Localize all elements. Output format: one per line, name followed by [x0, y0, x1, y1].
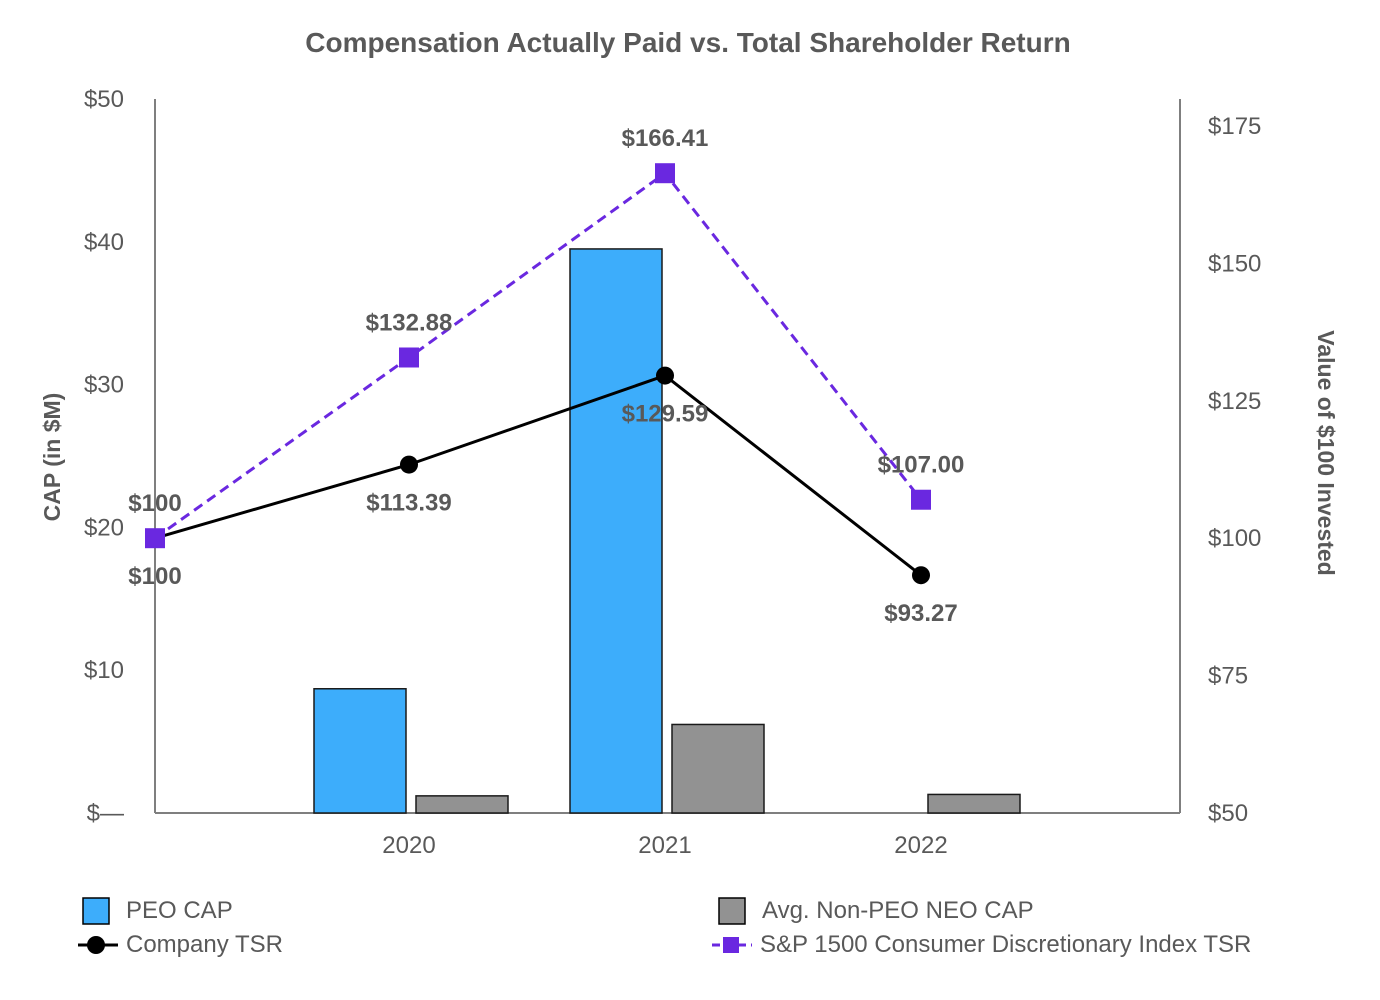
bars-layer [313, 248, 1021, 814]
data-label-company-tsr: $113.39 [366, 490, 451, 517]
legend-swatch-peo-cap [82, 897, 110, 925]
bar-non-peo-cap [671, 723, 765, 814]
y-right-tick-label: $100 [1208, 525, 1261, 552]
data-label-company-tsr: $100 [128, 563, 181, 590]
legend-item-sp1500-tsr: S&P 1500 Consumer Discretionary Index TS… [710, 928, 1251, 962]
y-right-tick-label: $125 [1208, 388, 1261, 415]
y-axis-left-title: CAP (in $M) [39, 393, 65, 522]
point-company-tsr [912, 566, 930, 585]
bar-non-peo-cap [415, 795, 509, 814]
legend-item-company-tsr: Company TSR [76, 928, 283, 962]
y-right-tick-label: $150 [1208, 250, 1261, 277]
lines-layer [145, 163, 931, 585]
data-label-company-tsr: $93.27 [884, 600, 957, 627]
legend-swatch-non-peo-cap [718, 897, 746, 925]
x-tick-label: 2021 [638, 832, 691, 859]
y-left-tick-label: $— [87, 800, 124, 827]
point-sp1500-tsr [655, 163, 675, 184]
data-label-company-tsr: $129.59 [622, 401, 709, 428]
legend: PEO CAP Avg. Non-PEO NEO CAP Company TSR… [0, 890, 1380, 970]
y-right-tick-label: $50 [1208, 800, 1248, 827]
y-left-tick-label: $20 [84, 514, 124, 541]
legend-item-peo-cap: PEO CAP [80, 894, 233, 928]
bar-peo-cap [569, 248, 663, 814]
y-left-tick-label: $50 [84, 86, 124, 113]
point-company-tsr [656, 366, 674, 385]
data-label-sp1500-tsr: $107.00 [878, 452, 965, 479]
legend-label-company-tsr: Company TSR [126, 931, 283, 958]
bar-non-peo-cap [927, 793, 1021, 814]
legend-swatch-sp1500-tsr [712, 937, 752, 953]
data-label-sp1500-tsr: $100 [128, 490, 181, 517]
y-left-tick-label: $40 [84, 229, 124, 256]
point-company-tsr [400, 455, 418, 474]
point-sp1500-tsr [145, 528, 165, 549]
legend-label-non-peo-cap: Avg. Non-PEO NEO CAP [762, 897, 1034, 924]
y-right-tick-label: $175 [1208, 113, 1261, 140]
legend-item-non-peo-cap: Avg. Non-PEO NEO CAP [716, 894, 1034, 928]
x-tick-label: 2020 [382, 832, 435, 859]
data-label-sp1500-tsr: $132.88 [366, 309, 453, 336]
axes-layer: $— $10 $20 $30 $40 $50 $50 $75 $100 $125 $150 $175 2… [84, 86, 1261, 859]
line-company-tsr [154, 373, 922, 577]
x-tick-label: 2022 [894, 832, 947, 859]
legend-swatch-company-tsr [78, 936, 118, 954]
point-sp1500-tsr [399, 347, 419, 368]
bar-peo-cap [313, 688, 407, 814]
line-sp1500-tsr [154, 171, 923, 540]
legend-label-peo-cap: PEO CAP [126, 897, 233, 924]
chart-title: Compensation Actually Paid vs. Total Sha… [305, 27, 1070, 58]
legend-label-sp1500-tsr: S&P 1500 Consumer Discretionary Index TS… [760, 931, 1252, 958]
data-labels-layer: $100 $113.39 $129.59 $93.27 $100 $132.88 $166.… [128, 125, 964, 627]
data-label-sp1500-tsr: $166.41 [622, 125, 709, 152]
y-right-tick-label: $75 [1208, 663, 1248, 690]
y-axis-right-title: Value of $100 Invested [1313, 330, 1339, 575]
point-sp1500-tsr [911, 489, 931, 510]
y-left-tick-label: $10 [84, 657, 124, 684]
y-left-tick-label: $30 [84, 372, 124, 399]
